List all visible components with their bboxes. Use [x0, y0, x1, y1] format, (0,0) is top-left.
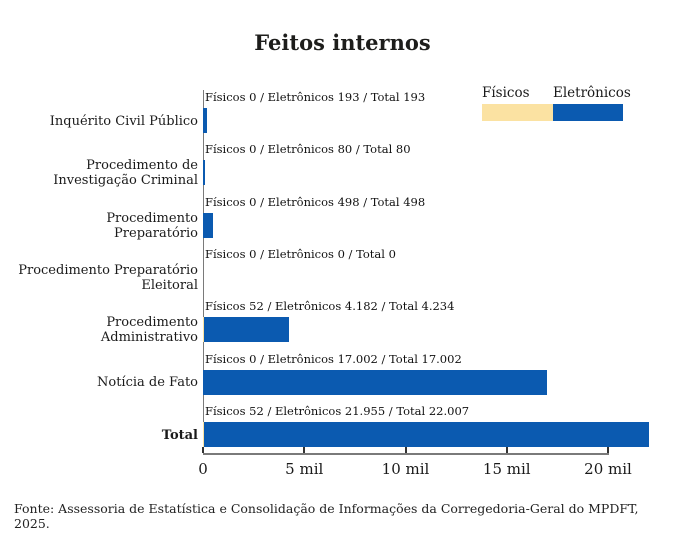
x-axis-tick-label: 10 mil	[381, 460, 430, 478]
category-label: Notícia de Fato	[10, 350, 198, 402]
category-label-line: Procedimento Preparatório	[18, 263, 198, 279]
row-plot: Físicos 52 / Eletrônicos 21.955 / Total …	[203, 402, 676, 454]
bar-segment-físicos	[203, 421, 205, 447]
bar	[203, 421, 676, 447]
bar	[203, 369, 676, 395]
category-label-line: Procedimento de	[86, 158, 198, 174]
chart-title: Feitos internos	[254, 30, 431, 55]
x-axis-tick-label: 0	[198, 460, 208, 478]
category-label: Procedimento Preparatório	[10, 193, 198, 245]
bar-annotation: Físicos 52 / Eletrônicos 4.182 / Total 4…	[205, 299, 455, 314]
bar	[203, 160, 676, 186]
bar-segment-eletrônicos	[203, 160, 205, 186]
category-label-line: Administrativo	[100, 330, 198, 346]
bar-annotation: Físicos 0 / Eletrônicos 498 / Total 498	[205, 194, 426, 209]
bar-segment-físicos	[203, 317, 205, 343]
bar-annotation: Físicos 0 / Eletrônicos 193 / Total 193	[205, 90, 426, 104]
category-label: Inquérito Civil Público	[10, 88, 198, 140]
x-axis-tick	[202, 447, 204, 453]
legend-item-eletronicos: Eletrônicos	[553, 85, 631, 121]
bar-segment-eletrônicos	[203, 212, 214, 238]
category-label-line: Eleitoral	[141, 278, 198, 294]
chart-row: Inquérito Civil Público Físicos 0 / Elet…	[10, 88, 676, 140]
legend-swatch-eletronicos	[553, 104, 623, 121]
category-label: Total	[10, 402, 198, 454]
y-axis-line	[203, 90, 204, 454]
x-axis-tick	[404, 447, 407, 453]
x-axis-tick-label: 20 mil	[584, 460, 632, 478]
category-label-line: Procedimento	[106, 210, 198, 226]
bar-segment-eletrônicos	[203, 369, 548, 395]
category-label: Procedimento Preparatório Eleitoral	[10, 245, 198, 297]
bar-annotation: Físicos 0 / Eletrônicos 80 / Total 80	[205, 142, 411, 157]
bar-annotation: Físicos 0 / Eletrônicos 0 / Total 0	[205, 246, 396, 261]
row-plot: Físicos 0 / Eletrônicos 0 / Total 0	[203, 245, 676, 297]
plot-area: Inquérito Civil Público Físicos 0 / Elet…	[10, 88, 676, 454]
chart-row: Procedimento Preparatório Físicos 0 / Ele…	[10, 193, 676, 245]
bar	[203, 317, 676, 343]
row-plot: Físicos 0 / Eletrônicos 193 / Total 193	[203, 88, 676, 140]
legend-label-eletronicos: Eletrônicos	[553, 85, 631, 101]
bar-annotation: Físicos 52 / Eletrônicos 21.955 / Total …	[205, 403, 470, 418]
bar-segment-eletrônicos	[204, 421, 649, 447]
category-label-line: Total	[161, 427, 198, 443]
legend-swatch-fisicos	[482, 104, 553, 121]
bar	[203, 265, 676, 290]
category-label-line: Investigação Criminal	[53, 173, 198, 189]
category-label-line: Procedimento	[106, 315, 198, 331]
category-label: Procedimento de Investigação Criminal	[10, 140, 198, 192]
bar	[203, 108, 676, 133]
x-axis-tick	[505, 447, 508, 453]
x-axis-tick-label: 5 mil	[285, 460, 324, 478]
x-axis-tick	[607, 447, 609, 453]
row-plot: Físicos 0 / Eletrônicos 80 / Total 80	[203, 140, 676, 192]
legend-label-fisicos: Físicos	[482, 85, 530, 101]
category-label-line: Inquérito Civil Público	[49, 113, 198, 129]
chart-row: Procedimento Preparatório Eleitoral Físic…	[10, 245, 676, 297]
row-plot: Físicos 0 / Eletrônicos 17.002 / Total 1…	[203, 350, 676, 402]
row-plot: Físicos 52 / Eletrônicos 4.182 / Total 4…	[203, 297, 676, 349]
bar-segment-eletrônicos	[204, 317, 289, 343]
x-axis-tick-label: 15 mil	[482, 460, 531, 478]
bar-annotation: Físicos 0 / Eletrônicos 17.002 / Total 1…	[205, 351, 462, 366]
source-note: Fonte: Assessoria de Estatística e Conso…	[14, 501, 639, 531]
chart-row: Total Físicos 52 / Eletrônicos 21.955 / …	[10, 402, 676, 454]
category-label: Procedimento Administrativo	[10, 297, 198, 349]
bar	[203, 212, 676, 238]
x-axis-line: 0 5 mil 10 mil 15 mil 20 mil	[198, 447, 632, 478]
chart-row: Procedimento Administrativo Físicos 52 / …	[10, 297, 676, 349]
chart-row: Notícia de Fato Físicos 0 / Eletrônicos …	[10, 350, 676, 402]
bar-segment-eletrônicos	[203, 108, 207, 133]
row-plot: Físicos 0 / Eletrônicos 498 / Total 498	[203, 193, 676, 245]
category-label-line: Notícia de Fato	[97, 375, 198, 391]
category-label-line: Preparatório	[114, 225, 198, 241]
chart-row: Procedimento de Investigação Criminal Fís…	[10, 140, 676, 192]
legend: Físicos Eletrônicos	[482, 85, 631, 121]
legend-item-fisicos: Físicos	[482, 85, 553, 121]
x-axis-tick	[303, 447, 306, 453]
